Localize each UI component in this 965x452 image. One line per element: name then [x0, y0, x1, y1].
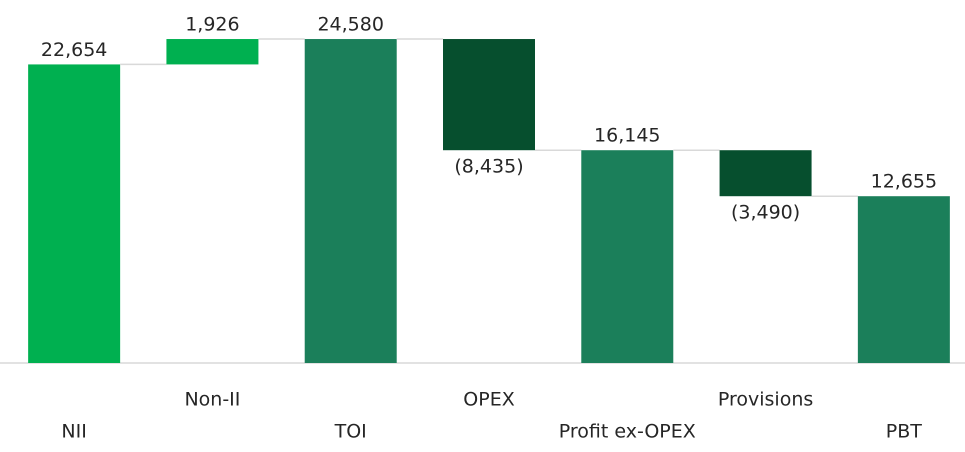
- bar: [166, 39, 259, 65]
- value-label: 12,655: [871, 171, 937, 193]
- bar: [581, 150, 674, 363]
- value-label: 24,580: [317, 14, 383, 36]
- x-tick-label: PBT: [886, 421, 922, 443]
- x-tick-label: TOI: [334, 421, 367, 443]
- bar: [857, 196, 950, 363]
- value-label: 16,145: [594, 125, 660, 147]
- value-label: (8,435): [454, 156, 523, 178]
- x-tick-label: Non-II: [184, 389, 240, 411]
- value-label: 1,926: [185, 14, 239, 36]
- bar: [304, 39, 397, 364]
- x-tick-label: Profit ex-OPEX: [559, 421, 696, 443]
- bar: [28, 64, 121, 363]
- bar: [719, 150, 812, 197]
- value-label: (3,490): [731, 202, 800, 224]
- x-tick-label: OPEX: [463, 389, 514, 411]
- bar: [443, 39, 535, 151]
- x-tick-label: NII: [61, 421, 86, 443]
- value-label: 22,654: [41, 39, 107, 61]
- x-tick-label: Provisions: [718, 389, 813, 411]
